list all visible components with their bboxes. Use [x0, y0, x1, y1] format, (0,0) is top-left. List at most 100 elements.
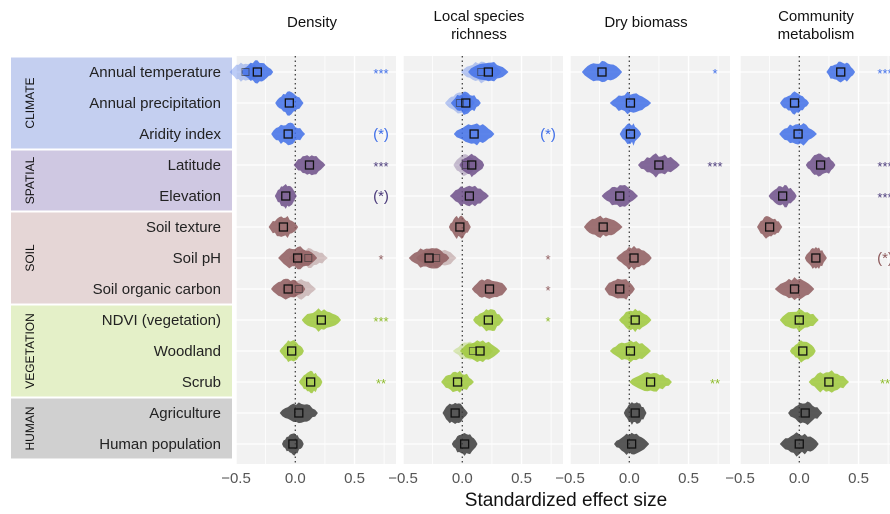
predictor-label: Scrub — [182, 374, 221, 391]
panel-title: Density — [287, 14, 338, 31]
group-band-vegetation — [11, 305, 232, 397]
median-marker — [287, 346, 297, 356]
panel-title: Dry biomass — [604, 14, 687, 31]
x-tick-label: 0.5 — [678, 470, 699, 487]
violin — [757, 216, 783, 239]
significance-label: (*) — [373, 188, 389, 205]
violin — [805, 153, 836, 177]
median-marker-secondary — [455, 99, 464, 107]
violin — [629, 372, 672, 392]
predictor-label: Latitude — [168, 157, 221, 174]
panel-title: Local species richness — [434, 8, 525, 43]
panel-0: Density−0.5 0.0 0.5***(*)***(*)****** — [221, 14, 396, 487]
panel-2: Dry biomass−0.5 0.0 0.5****** — [555, 14, 730, 487]
violin — [780, 91, 809, 115]
median-marker — [824, 377, 834, 387]
significance-label: * — [545, 314, 550, 329]
median-marker — [288, 439, 298, 449]
significance-label: * — [545, 252, 550, 267]
significance-label: * — [712, 66, 717, 81]
predictor-label: Aridity index — [139, 126, 221, 143]
violin — [616, 245, 652, 270]
group-band-human — [11, 398, 232, 459]
median-marker — [294, 408, 304, 418]
median-marker — [467, 160, 477, 170]
violin — [459, 340, 501, 363]
violin — [450, 91, 481, 115]
violin — [789, 340, 816, 363]
median-marker — [483, 315, 493, 325]
median-marker — [625, 129, 636, 139]
violin — [808, 370, 849, 393]
median-marker — [615, 191, 625, 201]
violin — [779, 432, 819, 457]
median-marker — [283, 284, 293, 294]
x-tick-label: −0.5 — [388, 470, 418, 487]
median-marker — [794, 439, 804, 449]
significance-label: *** — [373, 159, 388, 174]
median-marker — [789, 284, 800, 294]
median-marker-secondary — [241, 68, 250, 76]
violin — [768, 184, 797, 208]
median-marker — [283, 129, 293, 139]
violin — [451, 433, 478, 456]
significance-label: *** — [707, 159, 722, 174]
violin — [826, 61, 856, 83]
significance-label: ** — [710, 376, 720, 391]
x-tick-label: 0.0 — [789, 470, 810, 487]
median-marker — [469, 129, 479, 139]
panel-title: Community metabolism — [778, 8, 855, 43]
predictor-label: Agriculture — [149, 405, 221, 422]
median-marker — [811, 253, 821, 263]
significance-label: * — [378, 252, 383, 267]
significance-label: *** — [877, 159, 890, 174]
violin — [614, 432, 650, 455]
x-axis-label: Standardized effect size — [465, 490, 667, 511]
group-label-area: CLIMATE SPATIAL SOIL VEGETATION HUMAN Annual … — [11, 57, 232, 459]
predictor-label: Annual temperature — [89, 64, 221, 81]
median-marker — [464, 191, 475, 201]
violin — [241, 60, 274, 84]
violin — [473, 309, 504, 332]
significance-label: *** — [373, 66, 388, 81]
significance-label: *** — [877, 190, 890, 205]
median-marker — [304, 160, 315, 170]
group-label-soil: SOIL — [23, 244, 37, 272]
median-marker — [306, 377, 316, 387]
violin — [619, 308, 652, 333]
median-marker — [793, 129, 803, 139]
median-marker — [316, 315, 326, 325]
violin — [448, 215, 471, 239]
predictor-label: Elevation — [159, 188, 221, 205]
significance-label: (*) — [540, 126, 556, 143]
violin — [609, 91, 652, 115]
median-marker — [484, 284, 495, 294]
significance-label: ** — [376, 376, 386, 391]
median-marker — [630, 408, 640, 418]
median-marker — [284, 98, 294, 108]
median-marker — [483, 67, 493, 77]
group-label-climate: CLIMATE — [23, 77, 37, 128]
violin — [279, 402, 318, 424]
violin — [279, 340, 304, 363]
violin — [619, 123, 642, 146]
predictor-label: Annual precipitation — [89, 95, 221, 112]
significance-label: *** — [877, 66, 890, 81]
violin — [453, 123, 495, 146]
violin — [459, 153, 485, 178]
x-tick-label: 0.0 — [452, 470, 473, 487]
x-tick-label: 0.5 — [848, 470, 869, 487]
violin — [293, 155, 326, 176]
predictor-label: Soil texture — [146, 219, 221, 236]
predictor-label: Soil pH — [173, 250, 221, 267]
panel-background — [236, 56, 396, 464]
violin — [471, 279, 508, 299]
predictor-label: Human population — [99, 436, 221, 453]
predictor-label: NDVI (vegetation) — [102, 312, 221, 329]
violin — [449, 185, 489, 207]
median-marker — [452, 377, 463, 387]
median-marker-secondary — [304, 254, 313, 262]
median-marker — [798, 346, 808, 356]
median-marker — [459, 439, 470, 449]
x-tick-label: 0.5 — [344, 470, 365, 487]
